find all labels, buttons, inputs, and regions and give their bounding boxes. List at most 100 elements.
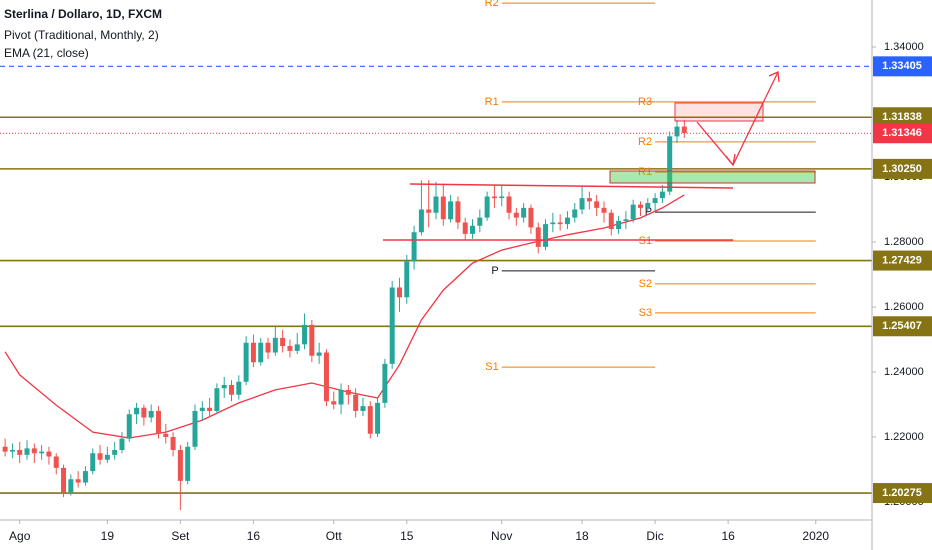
candle-body bbox=[214, 388, 220, 411]
candle-body bbox=[134, 407, 140, 415]
price-label-box bbox=[873, 316, 932, 337]
candle-body bbox=[396, 287, 402, 298]
pivot-label: S1 bbox=[485, 361, 498, 373]
price-label: 1.25407 bbox=[882, 320, 922, 332]
price-label-box bbox=[873, 107, 932, 128]
y-tick-label: 1.22000 bbox=[884, 431, 924, 443]
x-tick-label: Nov bbox=[491, 529, 512, 543]
zone bbox=[609, 170, 816, 184]
candle-body bbox=[258, 342, 264, 363]
plot-area: R2 R1 P S1 R3 R2 R1 P S1 S2 S3 bbox=[0, 0, 872, 511]
ema-legend: EMA (21, close) bbox=[4, 46, 89, 60]
x-tick-label: 2020 bbox=[802, 529, 829, 543]
candle-body bbox=[280, 337, 286, 346]
candle-body bbox=[579, 198, 585, 210]
price-label: 1.31838 bbox=[882, 111, 922, 123]
price-label: 1.33405 bbox=[882, 60, 922, 72]
candle-body bbox=[90, 453, 96, 472]
price-label: 1.20275 bbox=[882, 487, 922, 499]
candle-body bbox=[17, 449, 23, 455]
candle-body bbox=[659, 191, 665, 199]
candle-body bbox=[586, 198, 592, 202]
arrow-head bbox=[725, 153, 736, 167]
candle-body bbox=[623, 219, 629, 221]
candle-body bbox=[185, 446, 191, 481]
candle-body bbox=[126, 414, 132, 439]
candle-body bbox=[177, 449, 183, 481]
pivot-legend: Pivot (Traditional, Monthly, 2) bbox=[4, 28, 159, 42]
price-label-box bbox=[873, 56, 932, 77]
x-tick-label: 16 bbox=[247, 529, 261, 543]
candle-body bbox=[192, 410, 198, 447]
candle-body bbox=[119, 438, 125, 450]
candle-body bbox=[411, 232, 417, 262]
candle-body bbox=[39, 451, 45, 454]
pivot-label: R2 bbox=[638, 136, 652, 148]
candle-body bbox=[97, 453, 103, 460]
candle-body bbox=[272, 337, 278, 353]
trend-line bbox=[409, 183, 734, 189]
candle-body bbox=[601, 207, 607, 213]
candle-body bbox=[309, 324, 315, 356]
candle-body bbox=[170, 436, 176, 450]
x-tick-label: 16 bbox=[721, 529, 735, 543]
candle-body bbox=[506, 196, 512, 213]
candle-body bbox=[353, 394, 359, 411]
candle-body bbox=[462, 222, 468, 234]
x-tick-label: Set bbox=[171, 529, 190, 543]
candle-body bbox=[645, 202, 651, 208]
y-tick-label: 1.26000 bbox=[884, 301, 924, 313]
candle-body bbox=[207, 407, 213, 411]
candle-body bbox=[163, 433, 169, 437]
pivot-label: S2 bbox=[639, 278, 652, 290]
candle-body bbox=[221, 384, 227, 389]
candle-body bbox=[528, 207, 534, 228]
price-label: 1.27429 bbox=[882, 254, 922, 266]
candle-body bbox=[433, 196, 439, 213]
candle-body bbox=[294, 344, 300, 351]
y-tick-label: 1.24000 bbox=[884, 366, 924, 378]
candle-body bbox=[345, 389, 351, 395]
candle-body bbox=[75, 479, 81, 483]
candle-body bbox=[477, 217, 483, 226]
candle-body bbox=[2, 446, 8, 452]
candle-body bbox=[608, 212, 614, 229]
candle-body bbox=[331, 401, 337, 405]
price-label-box bbox=[873, 250, 932, 271]
candle-body bbox=[564, 217, 570, 225]
candle-body bbox=[484, 196, 490, 218]
candle-body bbox=[82, 471, 88, 483]
candle-body bbox=[31, 448, 37, 454]
price-label-box bbox=[873, 123, 932, 144]
pivot-label: P bbox=[491, 265, 498, 277]
candle-body bbox=[499, 196, 505, 199]
pivot-label: R1 bbox=[485, 96, 499, 108]
candle-body bbox=[667, 136, 673, 192]
y-tick-label: 1.28000 bbox=[884, 236, 924, 248]
candle-body bbox=[513, 212, 519, 218]
candle-body bbox=[323, 352, 329, 402]
candle-body bbox=[674, 126, 680, 137]
candle-body bbox=[229, 384, 235, 395]
arrow-head bbox=[768, 71, 780, 83]
candle-body bbox=[243, 342, 249, 382]
candle-body bbox=[491, 196, 497, 199]
candle-body bbox=[470, 225, 476, 234]
candle-body bbox=[141, 407, 147, 418]
candle-body bbox=[389, 287, 395, 364]
candle-body bbox=[404, 261, 410, 298]
price-label-box bbox=[873, 158, 932, 179]
x-tick-label: Dic bbox=[646, 529, 663, 543]
candle-body bbox=[543, 224, 549, 247]
candle-body bbox=[418, 209, 424, 233]
candle-body bbox=[9, 449, 15, 452]
candle-body bbox=[61, 467, 67, 493]
candle-body bbox=[637, 204, 643, 208]
candle-body bbox=[367, 406, 373, 434]
x-tick-label: Ago bbox=[9, 529, 31, 543]
candle-body bbox=[630, 204, 636, 220]
pivot-label: P bbox=[645, 206, 652, 218]
candle-body bbox=[338, 389, 344, 405]
candle-body bbox=[448, 201, 454, 220]
